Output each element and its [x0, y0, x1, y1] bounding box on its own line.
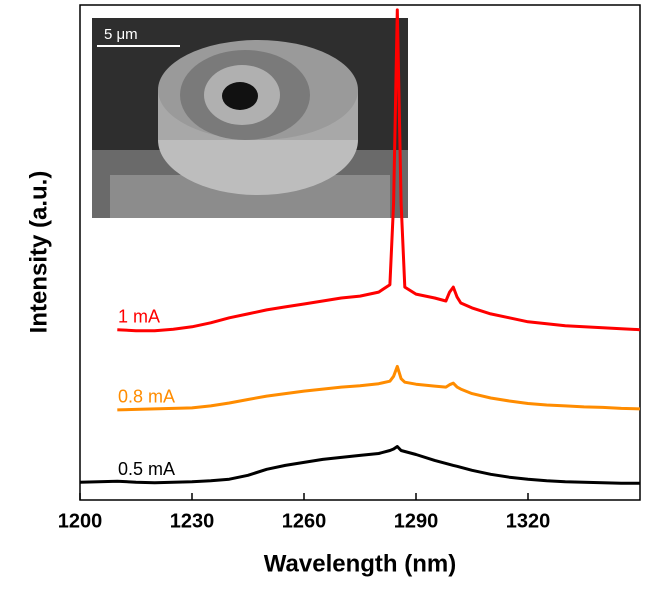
- scale-bar-label: 5 μm: [104, 26, 138, 43]
- chart: 5 μm Wavelength (nm) Intensity (a.u.) 12…: [0, 0, 649, 588]
- x-tick-label: 1290: [394, 510, 439, 532]
- legend-label: 1 mA: [118, 306, 160, 326]
- y-axis-label: Intensity (a.u.): [25, 171, 52, 334]
- x-tick-label: 1200: [58, 510, 103, 532]
- x-tick-label: 1320: [506, 510, 551, 532]
- x-axis-label: Wavelength (nm): [264, 550, 456, 577]
- legend-label: 0.8 mA: [118, 387, 175, 407]
- x-tick-label: 1230: [170, 510, 215, 532]
- inset-image: 5 μm: [92, 18, 408, 218]
- x-tick-label: 1260: [282, 510, 327, 532]
- spectrum-line: [117, 366, 640, 410]
- legend-label: 0.5 mA: [118, 459, 175, 479]
